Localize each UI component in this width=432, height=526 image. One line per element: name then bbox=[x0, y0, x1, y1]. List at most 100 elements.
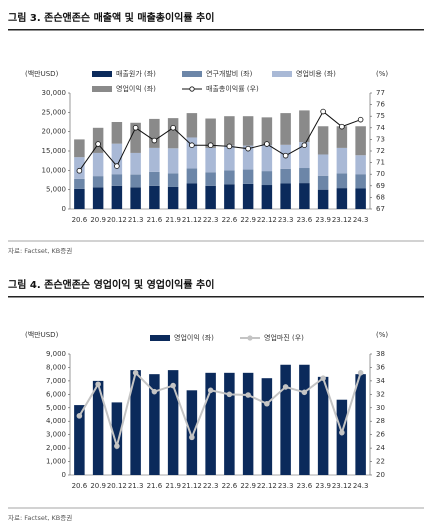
y2-tick-label: 73 bbox=[376, 135, 385, 143]
line-marker bbox=[282, 384, 289, 390]
y2-tick-label: 69 bbox=[376, 182, 385, 190]
x-tick-label: 23.6 bbox=[297, 482, 313, 490]
x-tick-label: 23.6 bbox=[297, 216, 313, 224]
x-tick-label: 23.3 bbox=[278, 216, 294, 224]
y-tick-label: 20,000 bbox=[42, 128, 67, 136]
bar bbox=[336, 173, 348, 189]
line-marker bbox=[132, 370, 139, 376]
bar bbox=[167, 370, 179, 475]
x-tick-label: 22.6 bbox=[222, 482, 238, 490]
bar bbox=[92, 127, 104, 153]
y-tick-label: 0 bbox=[62, 205, 66, 213]
line-marker bbox=[207, 387, 214, 394]
bar bbox=[167, 118, 179, 149]
y-tick-label: 2,000 bbox=[46, 444, 66, 452]
y-tick-label: 8,000 bbox=[46, 363, 66, 371]
bar bbox=[130, 370, 141, 475]
bar bbox=[261, 171, 273, 186]
y2-tick-label: 22 bbox=[376, 458, 385, 466]
line-marker bbox=[207, 142, 214, 149]
x-tick-label: 24.3 bbox=[353, 216, 369, 224]
x-tick-label: 23.9 bbox=[315, 216, 331, 224]
bar bbox=[355, 174, 366, 189]
bar bbox=[242, 145, 254, 170]
legend-swatch bbox=[272, 71, 292, 77]
bar bbox=[299, 183, 310, 209]
line bbox=[78, 370, 362, 450]
y2-tick-label: 75 bbox=[376, 112, 385, 120]
bar bbox=[317, 175, 329, 190]
y2-tick-label: 74 bbox=[376, 124, 385, 132]
bar bbox=[280, 183, 291, 209]
y-axis-unit: (백만USD) bbox=[25, 330, 59, 339]
y2-tick-label: 71 bbox=[376, 159, 385, 167]
x-tick-label: 20.9 bbox=[90, 216, 106, 224]
bar bbox=[336, 126, 348, 148]
bar bbox=[355, 155, 366, 175]
bar bbox=[130, 152, 141, 175]
y2-axis-unit: (%) bbox=[376, 70, 388, 78]
y-axis-unit: (백만USD) bbox=[25, 69, 59, 78]
bar bbox=[186, 390, 198, 475]
y-tick-label: 30,000 bbox=[42, 89, 67, 97]
bar bbox=[205, 147, 216, 173]
line-marker bbox=[301, 142, 308, 149]
x-tick-label: 22.6 bbox=[222, 216, 238, 224]
y2-tick-label: 32 bbox=[376, 390, 385, 398]
legend-label: 영업비용 (좌) bbox=[296, 69, 336, 78]
x-tick-label: 21.12 bbox=[182, 216, 202, 224]
bar bbox=[355, 126, 366, 156]
line-marker bbox=[114, 163, 120, 169]
bar bbox=[224, 170, 235, 185]
y2-tick-label: 77 bbox=[376, 89, 385, 97]
x-tick-label: 20.6 bbox=[72, 216, 88, 224]
bar bbox=[92, 380, 104, 475]
bar bbox=[280, 364, 291, 475]
bar bbox=[261, 378, 273, 475]
line-marker bbox=[95, 381, 101, 388]
bar bbox=[74, 188, 85, 209]
x-tick-label: 22.12 bbox=[257, 216, 277, 224]
bar bbox=[205, 372, 216, 475]
x-tick-label: 23.3 bbox=[278, 482, 294, 490]
bar bbox=[111, 402, 123, 475]
bar bbox=[167, 173, 179, 187]
bar bbox=[149, 147, 160, 172]
y2-tick-label: 68 bbox=[376, 193, 385, 201]
x-tick-label: 23.9 bbox=[315, 482, 331, 490]
x-tick-label: 22.12 bbox=[257, 482, 277, 490]
x-tick-label: 22.3 bbox=[203, 216, 219, 224]
line-marker bbox=[339, 123, 345, 130]
bar bbox=[130, 122, 141, 153]
x-tick-label: 24.3 bbox=[353, 482, 369, 490]
line-marker bbox=[95, 141, 101, 147]
legend-label: 영업이익 (좌) bbox=[174, 333, 214, 342]
bar bbox=[205, 172, 216, 186]
line-marker bbox=[301, 389, 308, 396]
line-marker bbox=[151, 137, 158, 144]
x-tick-label: 20.6 bbox=[72, 482, 88, 490]
y-tick-label: 9,000 bbox=[46, 350, 66, 358]
legend-swatch bbox=[92, 86, 112, 92]
bar bbox=[336, 399, 348, 475]
bar bbox=[317, 189, 329, 209]
line-marker bbox=[189, 434, 195, 441]
bar bbox=[74, 178, 85, 189]
bar bbox=[111, 122, 123, 144]
bar bbox=[92, 176, 104, 188]
legend-label: 연구개발비 (좌) bbox=[206, 69, 253, 78]
bar bbox=[74, 405, 85, 475]
y-tick-label: 7,000 bbox=[46, 377, 66, 385]
y2-tick-label: 76 bbox=[376, 101, 385, 109]
bar bbox=[186, 113, 198, 138]
bar bbox=[299, 168, 310, 184]
source: 자료: Factset, KB증권 bbox=[8, 513, 72, 522]
bar bbox=[224, 184, 235, 209]
legend-label: 영업이익 (좌) bbox=[116, 84, 156, 93]
legend-marker bbox=[247, 335, 253, 341]
line bbox=[78, 110, 361, 172]
bar bbox=[299, 110, 310, 143]
y-tick-label: 10,000 bbox=[42, 166, 67, 174]
x-tick-label: 22.9 bbox=[240, 482, 256, 490]
